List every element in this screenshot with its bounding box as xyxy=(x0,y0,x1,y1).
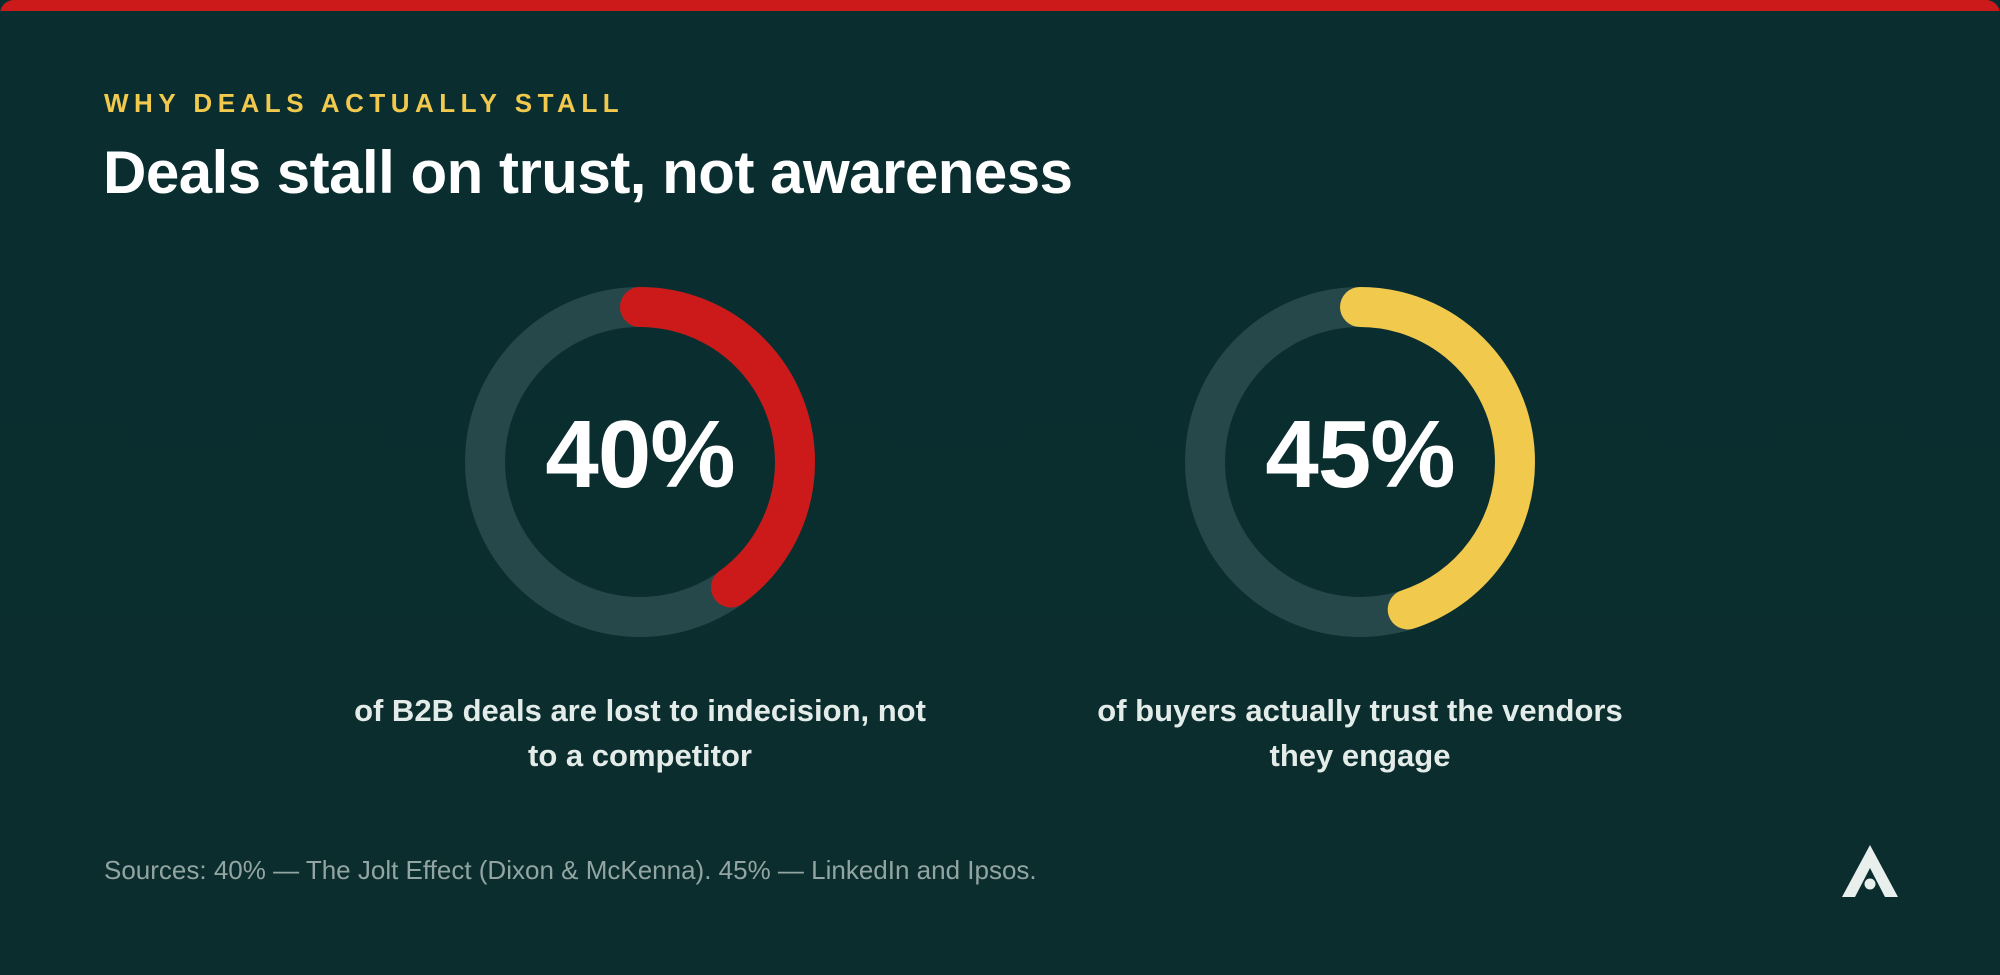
donut-chart-indecision xyxy=(465,287,815,637)
top-accent-bar xyxy=(0,0,2000,11)
stat-indecision: 40% of B2B deals are lost to indecision,… xyxy=(290,0,990,975)
donut-value-label: 45% xyxy=(1265,401,1455,508)
stat-caption: of buyers actually trust the vendors the… xyxy=(1097,693,1623,773)
eyebrow-label: WHY DEALS ACTUALLY STALL xyxy=(104,88,625,118)
brand-a-logo-icon xyxy=(1842,845,1898,897)
page-title: Deals stall on trust, not awareness xyxy=(103,139,1073,206)
donut-value-label: 40% xyxy=(545,401,735,508)
stat-caption: of B2B deals are lost to indecision, not… xyxy=(354,693,926,773)
donut-arc xyxy=(1185,287,1535,637)
donut-chart-trust xyxy=(1185,287,1535,637)
sources-note: Sources: 40% — The Jolt Effect (Dixon & … xyxy=(104,855,1037,885)
stat-trust: 45% of buyers actually trust the vendors… xyxy=(1010,0,1710,975)
donut-arc xyxy=(465,287,815,637)
